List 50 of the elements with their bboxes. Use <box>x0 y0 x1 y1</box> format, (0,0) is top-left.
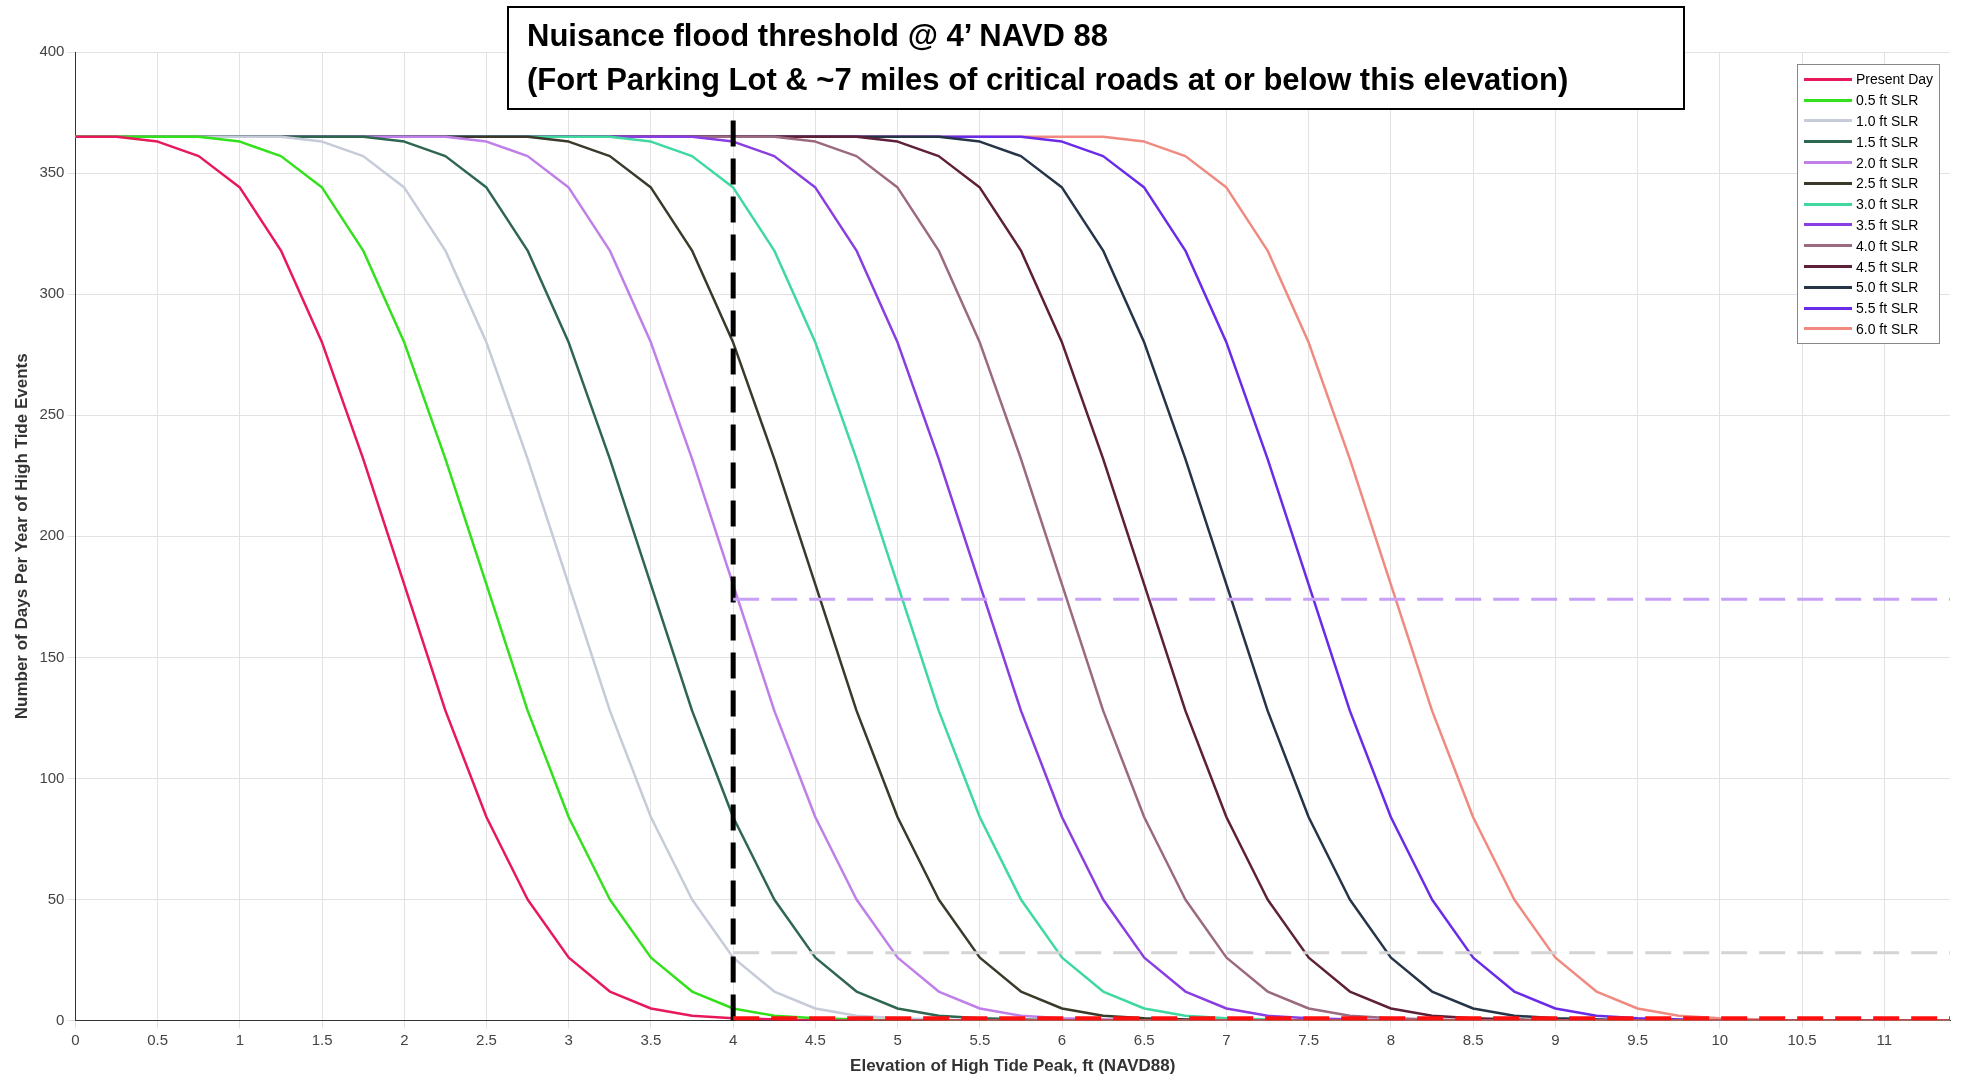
legend-label: 2.5 ft SLR <box>1856 175 1919 192</box>
y-tick-label: 200 <box>39 526 65 544</box>
legend-label: 4.5 ft SLR <box>1856 258 1919 275</box>
chart-subtitle: (Fort Parking Lot & ~7 miles of critical roads at or below this elevation) <box>527 61 1570 99</box>
x-tick-label: 1.5 <box>311 1030 333 1048</box>
x-tick-label: 6 <box>1057 1030 1067 1048</box>
x-tick-label: 0.5 <box>147 1030 169 1048</box>
legend-label: Present Day <box>1856 71 1934 88</box>
legend-label: 1.0 ft SLR <box>1856 112 1919 129</box>
legend-label: 4.0 ft SLR <box>1856 237 1919 254</box>
y-tick-label: 250 <box>39 405 65 423</box>
x-tick-label: 2 <box>400 1030 409 1048</box>
y-tick-label: 350 <box>39 163 65 181</box>
x-tick-label: 3.5 <box>640 1030 662 1048</box>
x-tick-label: 4.5 <box>804 1030 826 1048</box>
x-tick-label: 7.5 <box>1298 1030 1320 1048</box>
x-tick-label: 0 <box>71 1030 80 1048</box>
y-tick-label: 50 <box>47 889 65 907</box>
x-tick-label: 8.5 <box>1462 1030 1484 1048</box>
y-tick-label: 300 <box>39 284 65 302</box>
x-tick-label: 5.5 <box>969 1030 991 1048</box>
x-tick-label: 9.5 <box>1627 1030 1648 1048</box>
legend-label: 3.0 ft SLR <box>1856 196 1919 213</box>
x-tick-label: 2.5 <box>476 1030 497 1048</box>
x-tick-label: 3 <box>564 1030 573 1048</box>
legend-label: 0.5 ft SLR <box>1856 92 1919 109</box>
y-tick-label: 400 <box>39 42 65 60</box>
y-tick-label: 150 <box>39 647 65 665</box>
legend-label: 5.5 ft SLR <box>1856 300 1919 317</box>
x-axis-title: Elevation of High Tide Peak, ft (NAVD88) <box>850 1056 1176 1076</box>
x-tick-label: 7 <box>1222 1030 1231 1048</box>
legend-label: 3.5 ft SLR <box>1856 216 1919 233</box>
x-tick-label: 11 <box>1876 1030 1893 1048</box>
x-tick-label: 9 <box>1551 1030 1560 1048</box>
legend-label: 5.0 ft SLR <box>1856 279 1919 296</box>
title-box: Nuisance flood threshold @ 4’ NAVD 88 (Fort Parking Lot & ~7 miles of critical roads at or below this elevation) <box>507 6 1685 110</box>
x-tick-label: 10 <box>1711 1030 1729 1048</box>
legend-label: 6.0 ft SLR <box>1856 320 1919 337</box>
y-tick-label: 100 <box>39 768 65 786</box>
x-tick-label: 10.5 <box>1787 1030 1817 1048</box>
legend-label: 1.5 ft SLR <box>1856 133 1919 150</box>
x-tick-label: 6.5 <box>1133 1030 1155 1048</box>
y-tick-label: 0 <box>56 1010 65 1028</box>
x-tick-label: 5 <box>893 1030 902 1048</box>
x-tick-label: 8 <box>1386 1030 1396 1048</box>
chart-title: Nuisance flood threshold @ 4’ NAVD 88 <box>527 17 1109 55</box>
x-tick-label: 1 <box>235 1030 245 1048</box>
y-axis-title: Number of Days Per Year of High Tide Events <box>11 353 31 720</box>
x-tick-label: 4 <box>729 1030 738 1048</box>
legend-label: 2.0 ft SLR <box>1856 154 1919 171</box>
